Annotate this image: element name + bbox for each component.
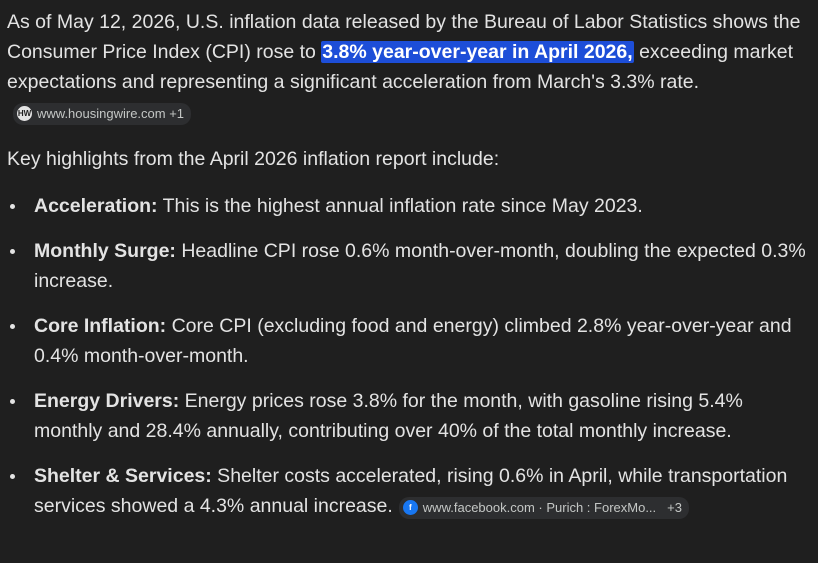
- list-item-text: Shelter costs accelerated, rising 0.6% i…: [34, 465, 788, 517]
- list-item-text: Core CPI (excluding food and energy) cli…: [34, 315, 792, 367]
- source-chip-facebook[interactable]: f www.facebook.com · Purich : ForexMo... +…: [398, 496, 689, 519]
- highlighted-text[interactable]: 3.8% year-over-year in April 2026,: [321, 41, 634, 63]
- list-item: Monthly Surge: Headline CPI rose 0.6% mo…: [7, 236, 807, 296]
- list-item: Core Inflation: Core CPI (excluding food…: [7, 311, 807, 371]
- intro-paragraph: As of May 12, 2026, U.S. inflation data …: [7, 7, 807, 127]
- facebook-icon: f: [402, 500, 418, 515]
- intro-text-before: As of May 12, 2026, U.S. inflation data …: [7, 11, 801, 63]
- source-chip-text: www.housingwire.com +1: [37, 105, 185, 121]
- list-item: Shelter & Services: Shelter costs accele…: [7, 461, 807, 521]
- list-item-text: Headline CPI rose 0.6% month-over-month,…: [34, 240, 806, 292]
- list-item-text: Energy prices rose 3.8% for the month, w…: [34, 390, 743, 442]
- source-chip-text: www.facebook.com · Purich : ForexMo...: [422, 499, 657, 515]
- housingwire-icon: HW: [17, 106, 32, 121]
- intro-text-after: exceeding market expectations and repres…: [7, 41, 793, 93]
- highlights-list: Acceleration: This is the highest annual…: [7, 191, 807, 521]
- list-item-label: Monthly Surge:: [34, 240, 176, 262]
- list-item-text: This is the highest annual inflation rat…: [157, 195, 643, 217]
- list-item-label: Core Inflation:: [34, 315, 167, 337]
- list-item: Energy Drivers: Energy prices rose 3.8% …: [7, 386, 807, 446]
- source-chip-housingwire[interactable]: HW www.housingwire.com +1: [13, 102, 192, 125]
- highlights-lead: Key highlights from the April 2026 infla…: [7, 148, 500, 170]
- response-body: As of May 12, 2026, U.S. inflation data …: [7, 7, 807, 536]
- list-item-label: Shelter & Services:: [34, 465, 212, 487]
- source-chip-extra: +3: [667, 499, 682, 515]
- list-item-label: Energy Drivers:: [34, 390, 180, 412]
- list-item: Acceleration: This is the highest annual…: [7, 191, 807, 221]
- list-item-label: Acceleration:: [34, 195, 158, 217]
